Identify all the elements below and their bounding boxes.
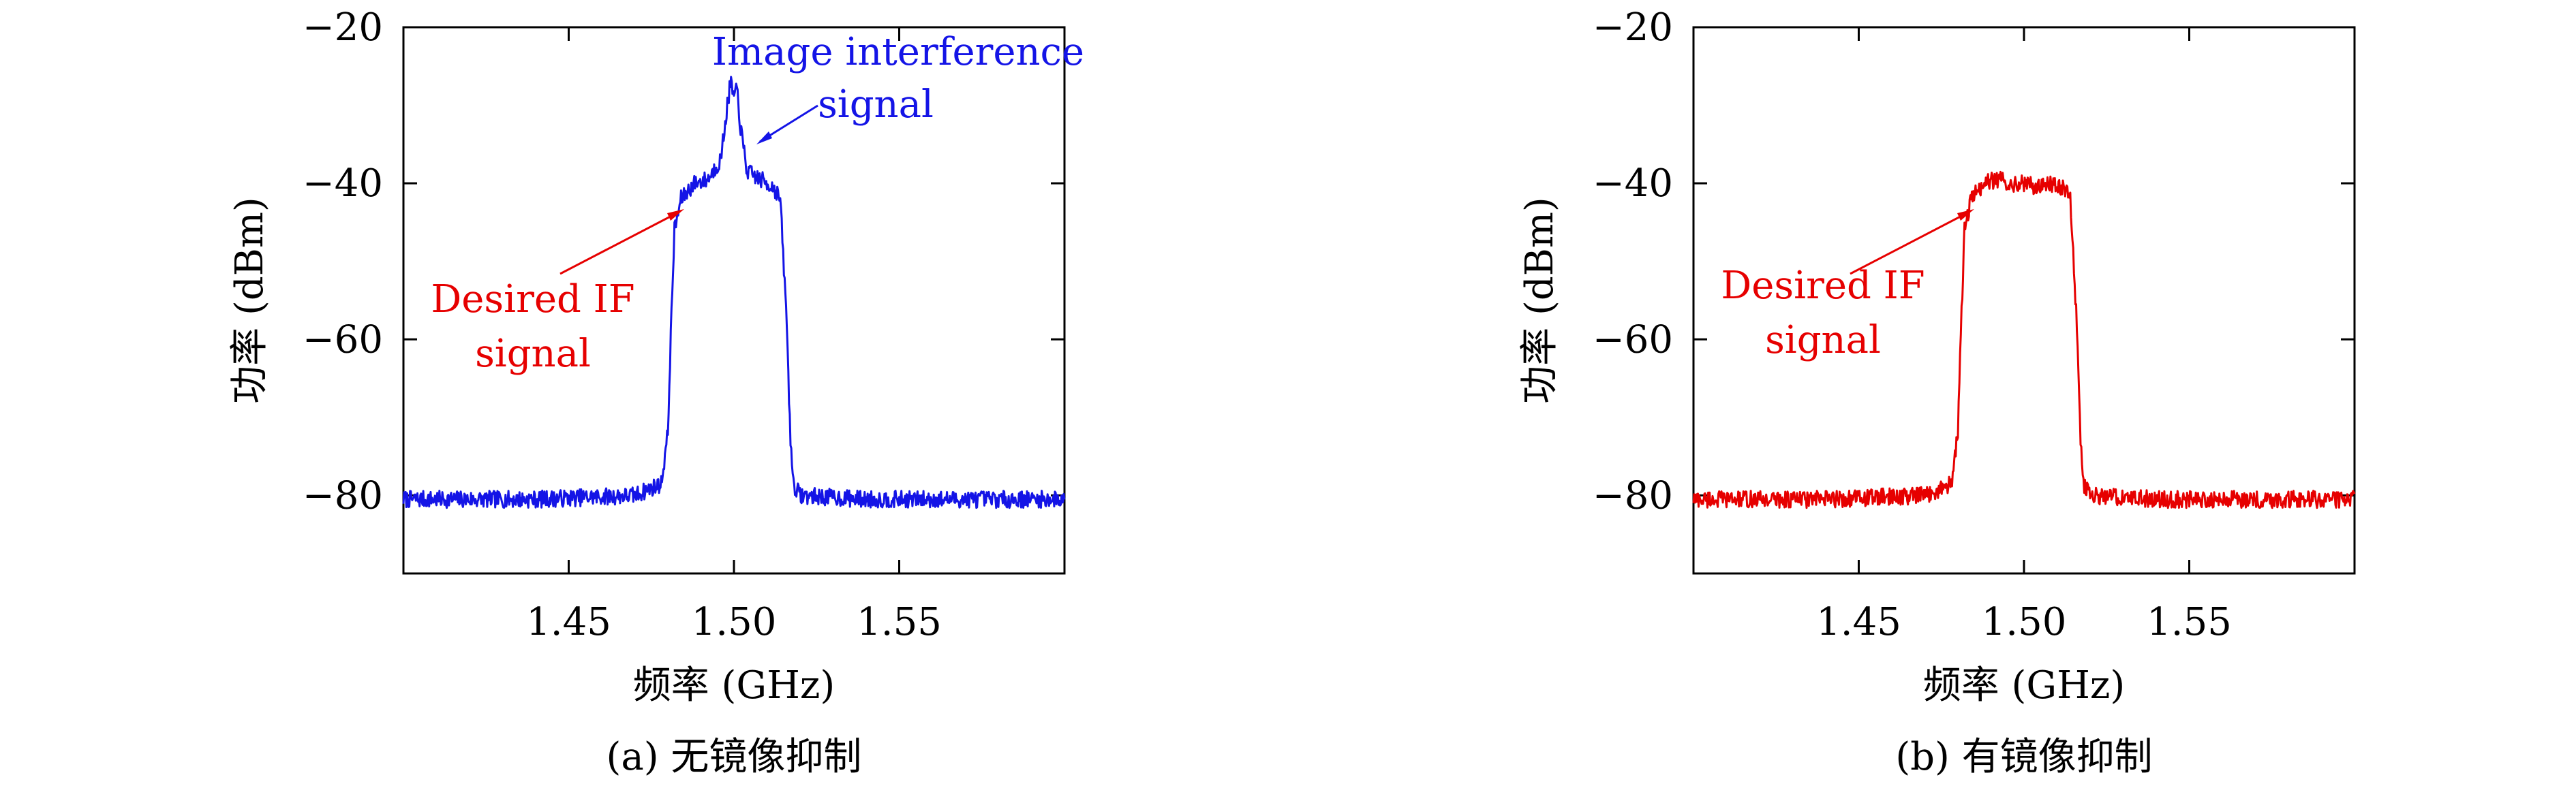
desired-signal-arrow — [1850, 211, 1969, 275]
annotation-desired-line2: signal — [475, 332, 591, 376]
caption: (b) 有镜像抑制 — [1895, 735, 2152, 779]
annotation-desired-line2: signal — [1765, 318, 1881, 362]
y-tick-label: −40 — [303, 161, 383, 206]
x-axis-label: 频率 (GHz) — [1923, 663, 2126, 708]
x-tick-label: 1.45 — [1816, 600, 1901, 644]
desired-signal-arrowhead — [1957, 209, 1974, 221]
spectrum-trace — [402, 76, 1066, 509]
y-tick-label: −80 — [1593, 473, 1673, 518]
y-tick-label: −80 — [303, 473, 383, 518]
caption: (a) 无镜像抑制 — [607, 735, 862, 779]
spectrum-line — [402, 76, 1066, 509]
x-tick-label: 1.50 — [692, 600, 777, 644]
y-axis-label: 功率 (dBm) — [1518, 197, 1562, 404]
y-tick-label: −20 — [303, 5, 383, 50]
axis-ticks: 1.45 1.50 1.55 −20 −40 −60 −80 — [1593, 5, 2355, 644]
annotation-desired-line1: Desired IF — [1721, 264, 1925, 308]
x-tick-label: 1.55 — [857, 600, 942, 644]
desired-signal-arrowhead — [667, 209, 684, 221]
x-tick-label: 1.45 — [526, 600, 611, 644]
y-tick-label: −60 — [303, 317, 383, 362]
desired-signal-arrow — [559, 211, 679, 275]
x-tick-label: 1.50 — [1982, 600, 2067, 644]
annotation-desired-line1: Desired IF — [431, 277, 634, 321]
y-axis-label: 功率 (dBm) — [228, 197, 272, 404]
chart-panel-b: 1.45 1.50 1.55 −20 −40 −60 −80 Desired IF sign… — [1518, 5, 2356, 779]
y-tick-label: −20 — [1593, 5, 1673, 50]
spectrum-trace — [1692, 170, 2356, 509]
axis-ticks: 1.45 1.50 1.55 −20 −40 −60 −80 — [303, 5, 1064, 644]
spectrum-line — [1692, 170, 2356, 509]
annotation-image-line2: signal — [818, 82, 934, 127]
y-tick-label: −40 — [1593, 161, 1673, 206]
chart-panel-a: 1.45 1.50 1.55 −20 −40 −60 −80 Image interfere… — [228, 5, 1084, 779]
y-tick-label: −60 — [1593, 317, 1673, 362]
x-axis-label: 频率 (GHz) — [633, 663, 835, 708]
annotation-image-line1: Image interference — [712, 30, 1084, 74]
x-tick-label: 1.55 — [2147, 600, 2232, 644]
image-signal-arrowhead — [756, 131, 772, 144]
